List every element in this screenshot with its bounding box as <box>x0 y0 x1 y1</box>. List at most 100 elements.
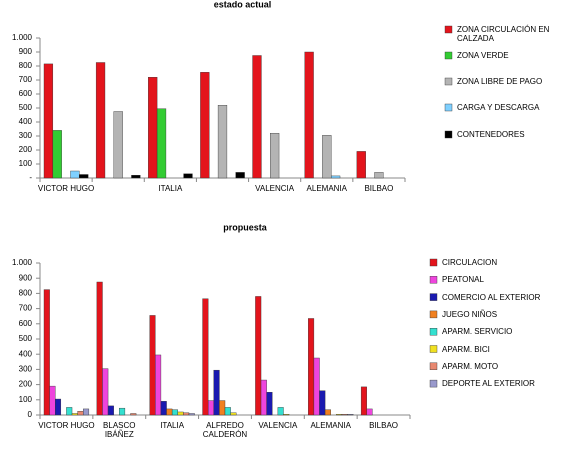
bar <box>207 400 214 416</box>
bar <box>119 407 126 416</box>
bar <box>324 409 331 416</box>
y-tick-label: 900 <box>19 47 33 56</box>
bar <box>102 368 109 416</box>
x-tick-label: ALEMANIA <box>310 421 351 430</box>
legend-swatch <box>444 51 453 60</box>
bar <box>148 76 158 179</box>
bar <box>252 55 262 179</box>
y-tick-label: 400 <box>19 117 33 126</box>
y-tick-label: 600 <box>19 319 33 328</box>
y-tick-label: 700 <box>19 75 33 84</box>
legend-swatch <box>429 258 438 267</box>
bar <box>260 379 267 416</box>
legend-swatch <box>429 362 438 370</box>
x-tick-label: VALENCIA <box>258 421 298 430</box>
bar <box>255 296 262 416</box>
legend-swatch <box>429 276 438 284</box>
legend-label: APARM. BICI <box>442 344 490 354</box>
bar <box>217 104 228 179</box>
bar <box>52 130 62 179</box>
bar <box>356 151 366 179</box>
bar <box>49 385 56 416</box>
bar <box>235 172 245 179</box>
bar <box>166 408 173 416</box>
bar <box>83 408 90 416</box>
bar <box>55 398 62 416</box>
y-tick-label: 900 <box>19 273 33 282</box>
bar <box>304 51 314 179</box>
x-tick-label: VALENCIA <box>255 184 295 193</box>
x-tick-label: ALEMANIA <box>306 184 347 193</box>
legend-swatch <box>444 77 453 86</box>
bar <box>171 409 178 416</box>
bar <box>95 62 106 179</box>
bar <box>130 413 137 416</box>
bar <box>224 407 231 416</box>
bar <box>43 289 50 416</box>
legend-swatch <box>429 379 438 388</box>
bar <box>43 63 54 179</box>
y-tick-label: 700 <box>19 304 33 313</box>
bar <box>160 401 167 416</box>
legend-swatch <box>444 103 453 112</box>
bar <box>360 386 367 416</box>
y-tick-label: 100 <box>19 159 33 168</box>
y-tick-label: 1.000 <box>12 258 33 267</box>
legend-label: COMERCIO AL EXTERIOR <box>442 292 541 302</box>
legend-swatch <box>444 130 453 139</box>
legend-label: CARGA Y DESCARGA <box>457 103 540 112</box>
bar <box>347 414 354 416</box>
legend-swatch <box>429 293 438 301</box>
legend-swatch <box>429 345 438 353</box>
bar <box>177 411 184 416</box>
x-tick-label: BILBAO <box>364 184 394 193</box>
y-tick-label: 300 <box>19 365 33 374</box>
y-tick-label: - <box>29 173 32 182</box>
legend-swatch <box>429 310 438 319</box>
legend-swatch <box>444 25 453 34</box>
y-tick-label: 200 <box>19 380 33 389</box>
bar <box>322 135 332 179</box>
legend-label: ZONA VERDE <box>457 51 509 60</box>
bar <box>156 108 167 179</box>
bar <box>336 414 343 416</box>
x-tick-label: BLASCO IBÁÑEZ <box>103 421 136 439</box>
bar <box>107 405 114 416</box>
x-tick-label: VICTOR HUGO <box>37 184 95 193</box>
bar <box>230 412 237 416</box>
x-tick-label: BILBAO <box>369 421 399 430</box>
y-tick-label: 400 <box>19 349 33 358</box>
bar <box>66 407 73 416</box>
bar <box>155 354 162 416</box>
chart-title: propuesta <box>223 222 268 232</box>
y-tick-label: 200 <box>19 145 33 154</box>
y-tick-label: 800 <box>19 289 33 298</box>
bar <box>277 407 284 416</box>
bar <box>149 315 156 416</box>
bar <box>113 111 123 179</box>
bar <box>79 174 89 179</box>
bar <box>183 173 193 179</box>
legend-label: CONTENEDORES <box>457 130 525 139</box>
bar <box>188 413 195 416</box>
bar <box>70 170 80 179</box>
legend-label: APARM. MOTO <box>442 361 499 371</box>
y-tick-label: 800 <box>19 61 33 70</box>
y-tick-label: 500 <box>19 103 33 112</box>
x-tick-label: ITALIA <box>160 421 185 430</box>
bar <box>71 413 78 416</box>
legend-label: DEPORTE AL EXTERIOR <box>442 379 535 389</box>
legend-swatch <box>429 328 438 336</box>
legend-label: APARM. SERVICIO <box>442 327 513 337</box>
chart-title: estado actual <box>214 0 272 9</box>
bar <box>313 357 320 416</box>
x-tick-label: ALFREDO CALDERÓN <box>202 421 248 439</box>
legend-label: ZONA CIRCULACIÓN EN CALZADA <box>457 25 550 43</box>
bar <box>96 281 103 416</box>
x-tick-label: ITALIA <box>158 184 183 193</box>
x-tick-label: VICTOR HUGO <box>38 421 95 430</box>
legend-label: JUEGO NIÑOS <box>442 309 498 319</box>
bar <box>341 414 348 416</box>
bar <box>202 298 209 416</box>
legend-label: PEATONAL <box>442 275 484 285</box>
